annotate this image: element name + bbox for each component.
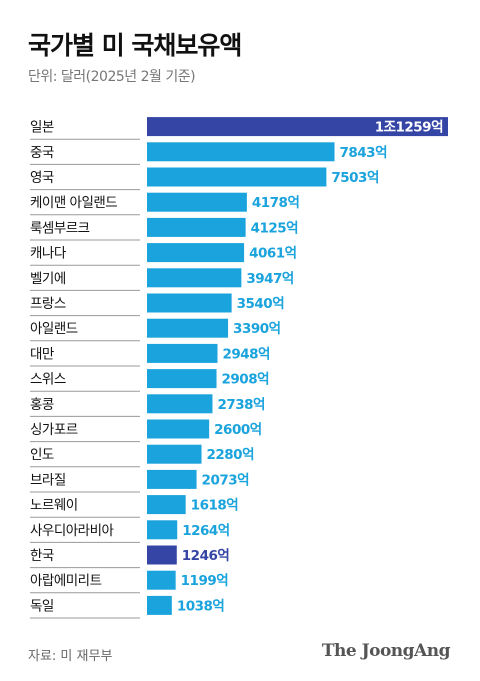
value-label-row-13: 2280억	[207, 447, 255, 463]
category-label-row-1: 중국	[30, 145, 54, 161]
bar-row-19	[147, 595, 172, 615]
bar-row-10	[147, 369, 217, 389]
category-label-row-10: 스위스	[30, 372, 66, 388]
value-label-row-3: 4178억	[252, 195, 300, 211]
bar-row-4	[147, 217, 246, 237]
category-label-row-18: 아랍에미리트	[30, 573, 102, 589]
value-label-row-14: 2073억	[202, 472, 250, 488]
value-label-row-10: 2908억	[222, 372, 269, 388]
bar-row-13	[147, 444, 202, 464]
chart-title: 국가별 미 국채보유액	[28, 31, 242, 60]
bar-row-9	[147, 343, 218, 363]
bar-row-17	[147, 545, 177, 565]
category-label-row-11: 홍콩	[30, 397, 54, 413]
value-label-row-1: 7843억	[340, 145, 388, 161]
value-label-row-15: 1618억	[191, 498, 239, 514]
category-label-row-12: 싱가포르	[30, 422, 78, 438]
bar-row-2	[147, 167, 327, 187]
category-label-row-19: 독일	[30, 598, 54, 614]
bar-row-7	[147, 293, 232, 313]
bar-row-16	[147, 520, 178, 540]
category-label-row-7: 프랑스	[30, 296, 66, 312]
bar-row-3	[147, 192, 247, 212]
value-label-row-11: 2738억	[217, 397, 264, 413]
bar-row-6	[147, 268, 242, 288]
bar-row-8	[147, 318, 229, 338]
value-label-row-6: 3947억	[246, 271, 293, 287]
value-label-row-18: 1199억	[181, 573, 229, 589]
value-label-row-0: 1조1259억	[375, 120, 443, 136]
category-label-row-2: 영국	[30, 170, 54, 186]
bar-row-14	[147, 469, 197, 489]
category-label-row-6: 벨기에	[30, 271, 66, 287]
value-label-row-4: 4125억	[251, 220, 299, 236]
category-label-row-8: 아일랜드	[30, 321, 78, 337]
bar-row-0	[147, 117, 448, 137]
category-label-row-15: 노르웨이	[30, 498, 78, 514]
category-label-row-4: 룩셈부르크	[30, 220, 90, 236]
unit-subtitle: 단위: 달러(2025년 2월 기준)	[28, 69, 196, 85]
category-label-row-0: 일본	[30, 120, 54, 136]
category-label-row-14: 브라질	[30, 472, 66, 488]
value-label-row-12: 2600억	[214, 422, 262, 438]
value-label-row-8: 3390억	[233, 321, 281, 337]
bar-row-5	[147, 243, 245, 263]
bar-row-15	[147, 495, 186, 515]
source-note: 자료: 미 재무부	[28, 649, 113, 664]
bar-row-1	[147, 142, 335, 162]
value-label-row-7: 3540억	[237, 296, 285, 312]
bar-row-18	[147, 570, 176, 590]
value-label-row-19: 1038억	[177, 598, 225, 614]
category-label-row-5: 캐나다	[30, 246, 67, 262]
category-label-row-3: 케이맨 아일랜드	[30, 195, 117, 211]
value-label-row-16: 1264억	[182, 523, 230, 539]
category-label-row-9: 대만	[30, 346, 54, 362]
value-label-row-2: 7503억	[331, 170, 379, 186]
brand-logo: The JoongAng	[321, 641, 451, 661]
value-label-row-9: 2948억	[222, 346, 270, 362]
bar-row-12	[147, 419, 210, 439]
bar-row-11	[147, 394, 213, 414]
value-label-row-5: 4061억	[249, 246, 297, 262]
category-label-row-17: 한국	[30, 548, 54, 564]
category-label-row-16: 사우디아라비아	[30, 523, 115, 539]
category-label-row-13: 인도	[30, 447, 54, 463]
value-label-row-17: 1246억	[182, 548, 230, 564]
